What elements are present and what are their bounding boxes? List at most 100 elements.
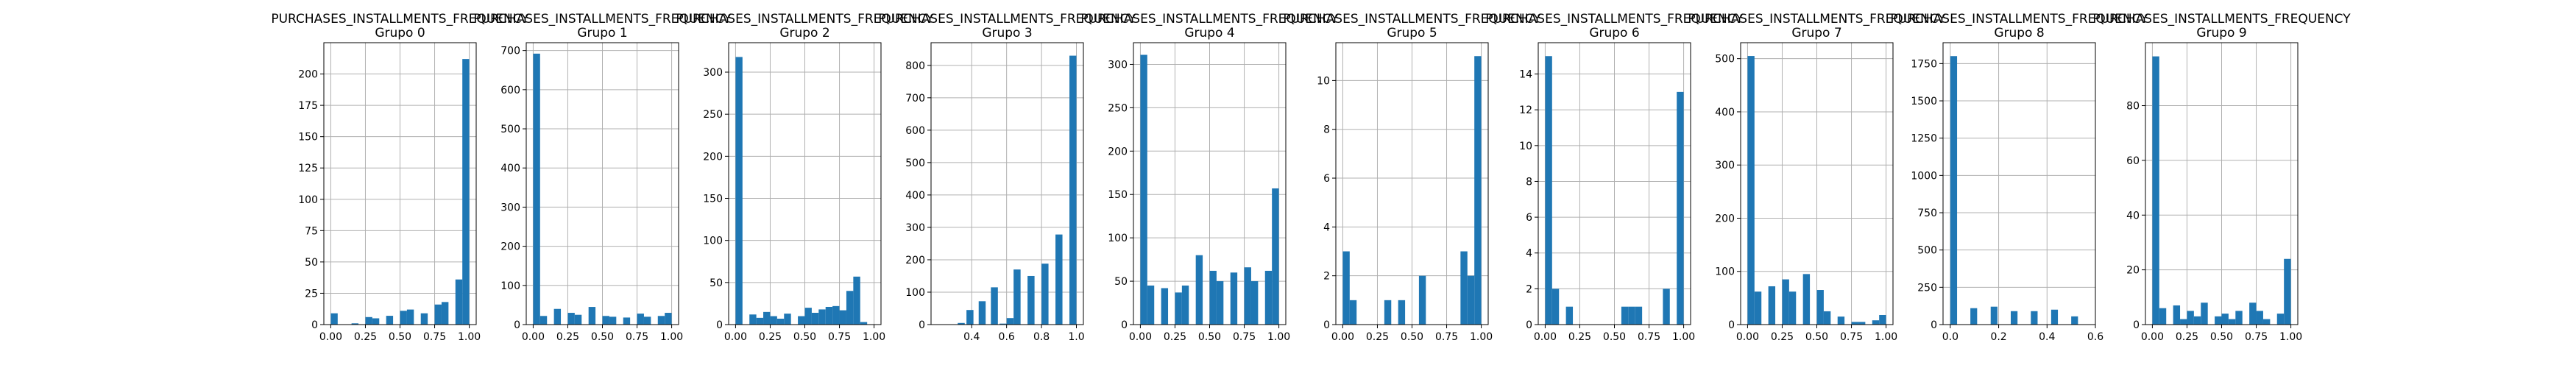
- histogram-bar: [825, 306, 833, 325]
- histogram-bar: [2187, 311, 2194, 325]
- y-tick-label: 150: [703, 194, 723, 205]
- y-tick-label: 1750: [1911, 58, 1937, 70]
- histogram-bar: [1175, 292, 1182, 325]
- y-tick-label: 500: [1917, 245, 1937, 257]
- histogram-bar: [1460, 251, 1468, 325]
- histogram-bar: [1754, 291, 1762, 325]
- histogram-bar: [2152, 56, 2159, 325]
- histogram-bar: [1872, 320, 1880, 325]
- x-tick-label: 0.75: [1840, 331, 1863, 343]
- x-tick-label: 0.25: [1771, 331, 1794, 343]
- histogram-bar: [1851, 322, 1858, 325]
- y-tick-label: 500: [500, 124, 520, 135]
- y-tick-label: 0: [514, 319, 520, 331]
- chart-title: PURCHASES_INSTALLMENTS_FREQUENCY: [473, 12, 732, 26]
- y-tick-label: 20: [2126, 265, 2140, 277]
- histogram-bar: [770, 316, 777, 325]
- histogram-bar: [2215, 316, 2222, 325]
- histogram-bar: [958, 322, 965, 325]
- histogram-bar: [365, 316, 372, 325]
- chart-title: PURCHASES_INSTALLMENTS_FREQUENCY: [676, 12, 934, 26]
- y-tick-label: 100: [703, 236, 723, 247]
- histogram-bar: [455, 279, 463, 325]
- y-tick-label: 600: [500, 85, 520, 96]
- histogram-bar: [1209, 270, 1217, 325]
- histogram-bar: [2050, 309, 2059, 325]
- x-tick-label: 0.50: [1401, 331, 1423, 343]
- y-tick-label: 6: [1323, 173, 1330, 185]
- histogram-bar: [1837, 316, 1845, 325]
- chart-title: PURCHASES_INSTALLMENTS_FREQUENCY: [1283, 12, 1541, 26]
- histogram-bar: [832, 305, 840, 325]
- x-tick-label: 1.00: [1672, 331, 1695, 343]
- histogram-bar: [400, 311, 407, 325]
- histogram-bar: [1161, 288, 1169, 325]
- y-tick-label: 0: [1931, 319, 1937, 331]
- y-tick-label: 300: [500, 202, 520, 213]
- histogram-bar: [441, 302, 449, 325]
- y-tick-label: 80: [2126, 101, 2140, 113]
- y-tick-label: 800: [905, 60, 925, 72]
- x-tick-label: 0.4: [2039, 331, 2055, 343]
- chart-title: PURCHASES_INSTALLMENTS_FREQUENCY: [271, 12, 529, 26]
- histogram-bar: [1250, 281, 1259, 325]
- histogram-bar: [372, 318, 380, 325]
- histogram-bar: [1272, 188, 1279, 325]
- histogram-bar: [2284, 258, 2291, 325]
- y-tick-label: 300: [905, 222, 925, 234]
- subplot-grupo-3: 0.4 0.6 0.8 1.00100200300400500600700800PUR…: [878, 12, 1136, 343]
- y-tick-label: 100: [298, 194, 318, 206]
- subplot-grupo-9: 0.00 0.25 0.50 0.75 1.00 0 20 40 60 80 PURCHASES_I…: [2092, 12, 2351, 343]
- x-tick-label: 0.50: [389, 331, 411, 343]
- chart-title: PURCHASES_INSTALLMENTS_FREQUENCY: [1485, 12, 1744, 26]
- x-tick-label: 0.6: [999, 331, 1015, 343]
- subplot-grupo-0: 0.00 0.25 0.50 0.75 1.00 0 25 50 75 100 125 150 175 2…: [271, 12, 529, 343]
- histogram-bar: [1230, 272, 1238, 325]
- y-tick-label: 750: [1917, 208, 1937, 219]
- y-tick-label: 4: [1323, 222, 1330, 233]
- y-tick-label: 700: [905, 93, 925, 105]
- histogram-bar: [1349, 300, 1357, 325]
- histogram-bar: [406, 309, 414, 325]
- y-tick-label: 100: [500, 280, 520, 292]
- histogram-bar: [2071, 316, 2078, 325]
- histogram-bar: [1147, 285, 1155, 325]
- y-tick-label: 250: [1917, 282, 1937, 294]
- histogram-bar: [462, 59, 470, 325]
- histogram-bar: [1816, 290, 1824, 325]
- histogram-bar: [1467, 275, 1475, 325]
- histogram-bar: [2228, 319, 2236, 325]
- histogram-bar: [539, 316, 548, 325]
- histogram-bar: [839, 310, 846, 325]
- y-tick-label: 150: [1108, 189, 1128, 201]
- y-tick-label: 50: [1114, 276, 1128, 288]
- y-tick-label: 1000: [1911, 170, 1937, 182]
- histogram-bar: [1950, 56, 1958, 325]
- histogram-bar: [798, 316, 805, 325]
- x-tick-label: 0.00: [1736, 331, 1759, 343]
- histogram-bar: [609, 316, 617, 325]
- histogram-bar: [776, 318, 785, 325]
- y-tick-label: 4: [1526, 248, 1532, 260]
- chart-subtitle: Grupo 8: [1994, 26, 2044, 40]
- histogram-bar: [657, 316, 665, 325]
- histogram-bar: [386, 316, 394, 325]
- histogram-bar: [351, 323, 359, 325]
- histogram-bar: [2201, 302, 2208, 325]
- x-tick-label: 0.25: [556, 331, 579, 343]
- y-tick-label: 10: [1317, 75, 1330, 87]
- y-tick-label: 0: [919, 319, 925, 331]
- histogram-bar: [811, 312, 819, 325]
- histogram-bar: [602, 316, 609, 325]
- histogram-bar: [804, 308, 812, 325]
- y-tick-label: 50: [305, 257, 318, 269]
- histogram-bar: [1181, 285, 1189, 325]
- histogram-bar: [1747, 56, 1755, 325]
- x-tick-label: 0.50: [2210, 331, 2233, 343]
- x-tick-label: 0.25: [2176, 331, 2198, 343]
- histogram-bar: [2249, 302, 2257, 325]
- y-tick-label: 100: [1108, 233, 1128, 244]
- histogram-bar: [1216, 281, 1224, 325]
- histogram-bar: [2031, 311, 2038, 325]
- histogram-bar: [1990, 306, 1998, 325]
